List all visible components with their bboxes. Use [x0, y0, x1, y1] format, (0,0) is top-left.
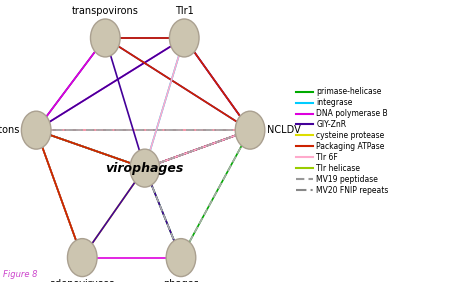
- Ellipse shape: [67, 239, 97, 277]
- Text: phages: phages: [163, 279, 199, 282]
- Ellipse shape: [235, 111, 265, 149]
- Text: Tlr1: Tlr1: [175, 6, 194, 16]
- Text: NCLDV: NCLDV: [267, 125, 300, 135]
- Text: transpovirons: transpovirons: [72, 6, 139, 16]
- Ellipse shape: [91, 19, 120, 57]
- Ellipse shape: [130, 149, 160, 187]
- Ellipse shape: [21, 111, 51, 149]
- Ellipse shape: [170, 19, 199, 57]
- Legend: primase-helicase, integrase, DNA polymerase B, GIY-ZnR, cysteine protease, Packa: primase-helicase, integrase, DNA polymer…: [293, 84, 392, 198]
- Text: Polintons: Polintons: [0, 125, 20, 135]
- Text: adenoviruses: adenoviruses: [50, 279, 115, 282]
- Ellipse shape: [166, 239, 196, 277]
- Text: virophages: virophages: [106, 162, 184, 175]
- Text: Figure 8: Figure 8: [3, 270, 37, 279]
